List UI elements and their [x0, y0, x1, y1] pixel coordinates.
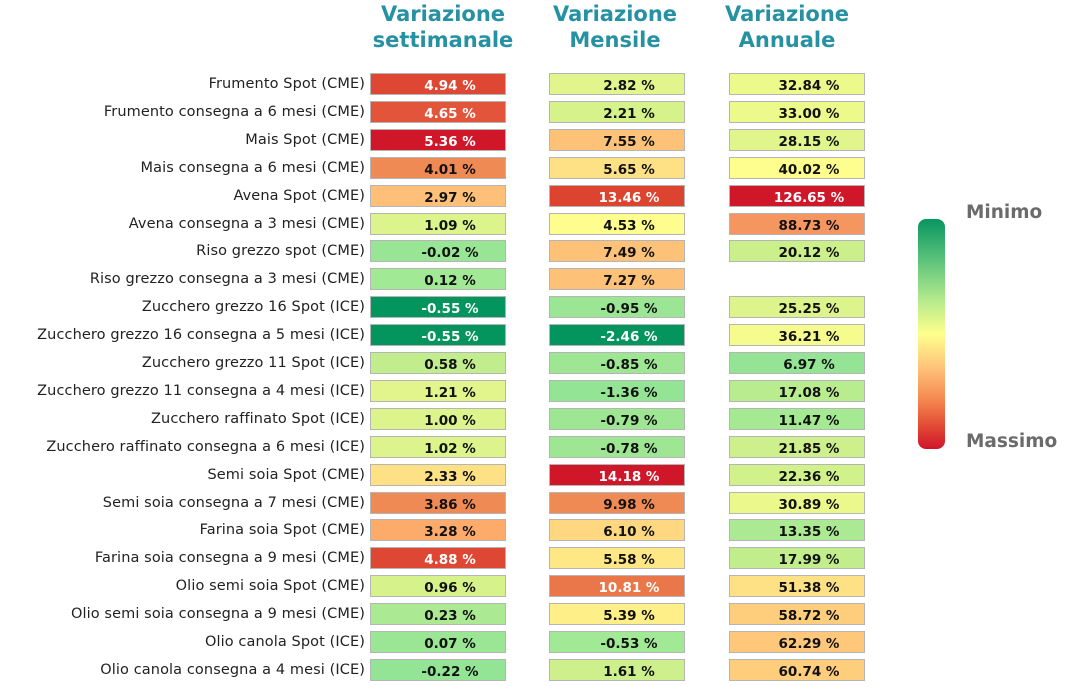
heatmap-cell: 0.12 % [370, 268, 506, 290]
heatmap-cell: 13.35 % [729, 519, 865, 541]
heatmap-cell: 21.85 % [729, 436, 865, 458]
heatmap-cell: 0.96 % [370, 575, 506, 597]
heatmap-cell: 17.08 % [729, 380, 865, 402]
row-label: Mais consegna a 6 mesi (CME) [140, 160, 365, 176]
heatmap-cell: -0.55 % [370, 324, 506, 346]
heatmap-cell: 126.65 % [729, 185, 865, 207]
row-label: Zucchero grezzo 11 Spot (ICE) [141, 355, 365, 371]
heatmap-cell: 4.65 % [370, 101, 506, 123]
color-scale-legend [918, 219, 945, 449]
heatmap-cell: 1.61 % [549, 659, 685, 681]
heatmap-cell: -2.46 % [549, 324, 685, 346]
heatmap-cell: 11.47 % [729, 408, 865, 430]
heatmap-cell: 4.94 % [370, 73, 506, 95]
heatmap-cell: 58.72 % [729, 603, 865, 625]
column-header: Variazione Mensile [552, 2, 678, 52]
heatmap-cell: 3.86 % [370, 492, 506, 514]
heatmap-cell: -0.53 % [549, 631, 685, 653]
row-label: Zucchero raffinato Spot (ICE) [151, 411, 365, 427]
heatmap-cell: 0.07 % [370, 631, 506, 653]
legend-min-label: Minimo [966, 202, 1043, 223]
heatmap-cell: 1.02 % [370, 436, 506, 458]
heatmap-cell: 2.33 % [370, 464, 506, 486]
heatmap-cell: -1.36 % [549, 380, 685, 402]
heatmap-cell: 10.81 % [549, 575, 685, 597]
heatmap-cell: -0.95 % [549, 296, 685, 318]
row-label: Zucchero grezzo 16 Spot (ICE) [141, 299, 365, 315]
heatmap-cell: 30.89 % [729, 492, 865, 514]
heatmap-cell: -0.78 % [549, 436, 685, 458]
row-label: Semi soia Spot (CME) [207, 467, 365, 483]
heatmap-cell: 20.12 % [729, 240, 865, 262]
row-label: Riso grezzo spot (CME) [196, 243, 365, 259]
heatmap-cell: 36.21 % [729, 324, 865, 346]
heatmap-cell: 7.55 % [549, 129, 685, 151]
heatmap-cell: 51.38 % [729, 575, 865, 597]
heatmap-cell: 7.49 % [549, 240, 685, 262]
row-label: Zucchero grezzo 16 consegna a 5 mesi (IC… [37, 327, 365, 343]
row-label: Zucchero raffinato consegna a 6 mesi (IC… [46, 439, 365, 455]
heatmap-cell: 6.10 % [549, 519, 685, 541]
heatmap-cell: 0.58 % [370, 352, 506, 374]
row-label: Mais Spot (CME) [245, 132, 365, 148]
heatmap-cell: 28.15 % [729, 129, 865, 151]
heatmap-cell: -0.85 % [549, 352, 685, 374]
heatmap-cell: 1.21 % [370, 380, 506, 402]
heatmap-cell: -0.55 % [370, 296, 506, 318]
row-label: Farina soia Spot (CME) [199, 522, 365, 538]
row-label: Olio semi soia consegna a 9 mesi (CME) [70, 606, 365, 622]
heatmap-cell: -0.79 % [549, 408, 685, 430]
heatmap-cell: 2.97 % [370, 185, 506, 207]
row-label: Frumento consegna a 6 mesi (CME) [103, 104, 365, 120]
heatmap-cell: 5.39 % [549, 603, 685, 625]
heatmap-cell: 3.28 % [370, 519, 506, 541]
heatmap-cell: 88.73 % [729, 213, 865, 235]
legend-max-label: Massimo [966, 431, 1058, 452]
heatmap-cell: -0.22 % [370, 659, 506, 681]
heatmap-cell: 1.00 % [370, 408, 506, 430]
row-label: Avena consegna a 3 mesi (CME) [128, 216, 365, 232]
column-header: Variazione settimanale [372, 2, 514, 52]
row-label: Frumento Spot (CME) [208, 76, 365, 92]
heatmap-cell: 4.53 % [549, 213, 685, 235]
heatmap-cell: 7.27 % [549, 268, 685, 290]
row-label: Farina soia consegna a 9 mesi (CME) [94, 550, 365, 566]
heatmap-cell: 2.82 % [549, 73, 685, 95]
heatmap-cell: 4.88 % [370, 547, 506, 569]
heatmap-cell: 17.99 % [729, 547, 865, 569]
heatmap-cell: 14.18 % [549, 464, 685, 486]
row-label: Zucchero grezzo 11 consegna a 4 mesi (IC… [37, 383, 365, 399]
heatmap-cell: 2.21 % [549, 101, 685, 123]
row-label: Olio canola consegna a 4 mesi (ICE) [100, 662, 365, 678]
heatmap-cell: 5.58 % [549, 547, 685, 569]
row-label: Riso grezzo consegna a 3 mesi (CME) [89, 271, 365, 287]
heatmap-cell: 22.36 % [729, 464, 865, 486]
heatmap-cell: 9.98 % [549, 492, 685, 514]
heatmap-cell: 4.01 % [370, 157, 506, 179]
heatmap-cell: 32.84 % [729, 73, 865, 95]
heatmap-cell: 6.97 % [729, 352, 865, 374]
row-label: Olio canola Spot (ICE) [204, 634, 365, 650]
heatmap-cell: 1.09 % [370, 213, 506, 235]
row-label: Avena Spot (CME) [233, 188, 365, 204]
heatmap-cell: -0.02 % [370, 240, 506, 262]
column-header: Variazione Annuale [724, 2, 850, 52]
heatmap-cell: 5.36 % [370, 129, 506, 151]
heatmap-cell: 0.23 % [370, 603, 506, 625]
heatmap-cell: 40.02 % [729, 157, 865, 179]
heatmap-cell: 13.46 % [549, 185, 685, 207]
heatmap-cell: 33.00 % [729, 101, 865, 123]
row-label: Olio semi soia Spot (CME) [175, 578, 365, 594]
heatmap-cell: 5.65 % [549, 157, 685, 179]
row-label: Semi soia consegna a 7 mesi (CME) [102, 495, 365, 511]
heatmap-cell: 60.74 % [729, 659, 865, 681]
heatmap-cell: 25.25 % [729, 296, 865, 318]
heatmap-cell: 62.29 % [729, 631, 865, 653]
